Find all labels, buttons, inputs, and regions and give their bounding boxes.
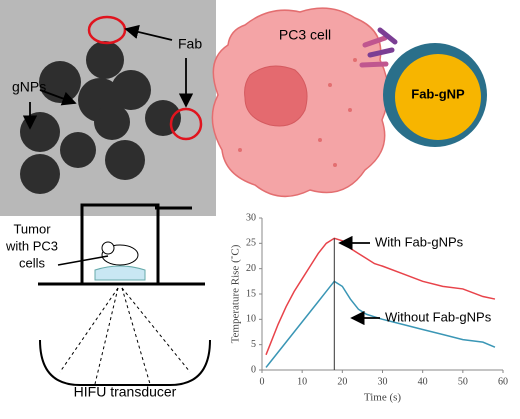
x-tick-label: 60 [498,376,508,387]
cell-diagram [211,7,487,198]
x-tick-label: 20 [337,376,347,387]
x-tick-label: 50 [458,376,468,387]
y-tick-label: 20 [246,263,256,274]
fab-label: Fab [178,36,202,52]
annotation-label: With Fab-gNPs [375,234,464,249]
x-axis-title: Time (s) [364,392,402,404]
gnp-label: gNPs [12,79,46,95]
tumor-label: Tumor with PC3 cells [5,221,58,270]
hifu-setup [38,203,211,386]
particle-label: Fab-gNP [411,86,465,101]
y-tick-label: 30 [246,212,256,223]
cell-label: PC3 cell [279,27,331,43]
tumor-line: with PC3 [5,238,58,253]
y-tick-label: 15 [246,288,256,299]
transducer-label: HIFU transducer [74,384,177,400]
x-tick-label: 30 [378,376,388,387]
x-tick-label: 0 [260,376,265,387]
y-tick-label: 5 [251,339,256,350]
tumor-pointer [57,255,109,266]
y-tick-label: 0 [251,364,256,375]
tem-image [0,0,216,216]
tumor-line: Tumor [13,221,51,236]
series-line [265,280,496,368]
tumor-line: cells [19,255,46,270]
series-line [265,237,496,356]
chart: 0 5 10 15 20 25 30 0 10 20 30 40 50 60 Time (s) Tempera… [230,212,508,403]
annotation-label: Without Fab-gNPs [385,309,492,324]
y-axis-title: Temperature Rise (˚C) [230,244,242,343]
x-tick-label: 40 [418,376,428,387]
y-tick-label: 10 [246,314,256,325]
y-tick-label: 25 [246,238,256,249]
x-tick-label: 10 [297,376,307,387]
